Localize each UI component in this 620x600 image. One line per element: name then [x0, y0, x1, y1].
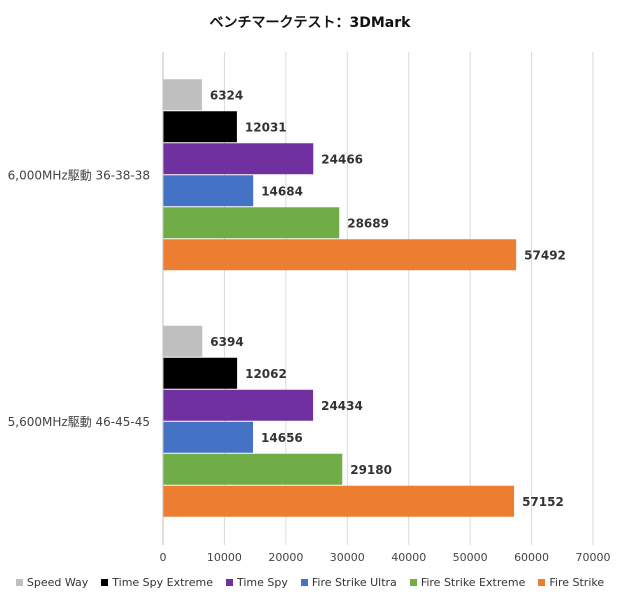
legend-label: Fire Strike: [549, 576, 605, 589]
x-tick-label: 0: [160, 551, 167, 564]
legend-item: Time Spy Extreme: [101, 576, 213, 589]
legend-item: Speed Way: [15, 576, 89, 589]
bar: [163, 143, 314, 175]
x-tick-label: 50000: [453, 551, 488, 564]
x-tick-label: 60000: [514, 551, 549, 564]
x-tick-label: 20000: [268, 551, 303, 564]
data-label: 29180: [350, 463, 392, 477]
data-label: 57152: [522, 495, 564, 509]
bar: [163, 175, 254, 207]
bar: [163, 453, 343, 485]
data-label: 14656: [261, 431, 303, 445]
data-label: 12062: [245, 367, 287, 381]
bar: [163, 357, 238, 389]
legend-swatch: [15, 579, 23, 586]
data-label: 57492: [524, 248, 566, 262]
legend-swatch: [101, 579, 109, 586]
x-tick-label: 40000: [391, 551, 426, 564]
legend-swatch: [300, 579, 308, 586]
legend-label: Time Spy Extreme: [112, 576, 213, 589]
legend-label: Speed Way: [26, 576, 89, 589]
bar: [163, 421, 254, 453]
legend-swatch: [225, 579, 233, 586]
bar: [163, 79, 202, 111]
x-tick-label: 70000: [576, 551, 611, 564]
chart-legend: Speed Way Time Spy Extreme Time Spy Fire St…: [0, 576, 620, 589]
bar: [163, 111, 237, 143]
x-tick-label: 10000: [207, 551, 242, 564]
data-label: 14684: [261, 184, 303, 198]
bar: [163, 325, 203, 357]
bar: [163, 485, 515, 517]
legend-item: Fire Strike Ultra: [300, 576, 397, 589]
category-label: 6,000MHz駆動 36-38-38: [8, 168, 150, 182]
legend-label: Fire Strike Ultra: [311, 576, 397, 589]
data-label: 6394: [210, 335, 243, 349]
category-label: 5,600MHz駆動 46-45-45: [8, 415, 150, 429]
legend-swatch: [538, 579, 546, 586]
data-label: 6324: [210, 88, 243, 102]
bar: [163, 389, 314, 421]
legend-item: Time Spy: [225, 576, 288, 589]
legend-item: Fire Strike: [538, 576, 604, 589]
chart-title: ベンチマークテスト：3DMark: [209, 15, 411, 31]
bar: [163, 207, 340, 239]
legend-label: Time Spy: [236, 576, 288, 589]
data-label: 24434: [321, 399, 363, 413]
legend-swatch: [409, 579, 417, 586]
bar: [163, 239, 517, 271]
legend-label: Fire Strike Extreme: [420, 576, 526, 589]
data-label: 12031: [245, 120, 287, 134]
legend-item: Fire Strike Extreme: [409, 576, 526, 589]
data-label: 28689: [347, 216, 389, 230]
data-label: 24466: [321, 152, 363, 166]
x-tick-label: 30000: [330, 551, 365, 564]
